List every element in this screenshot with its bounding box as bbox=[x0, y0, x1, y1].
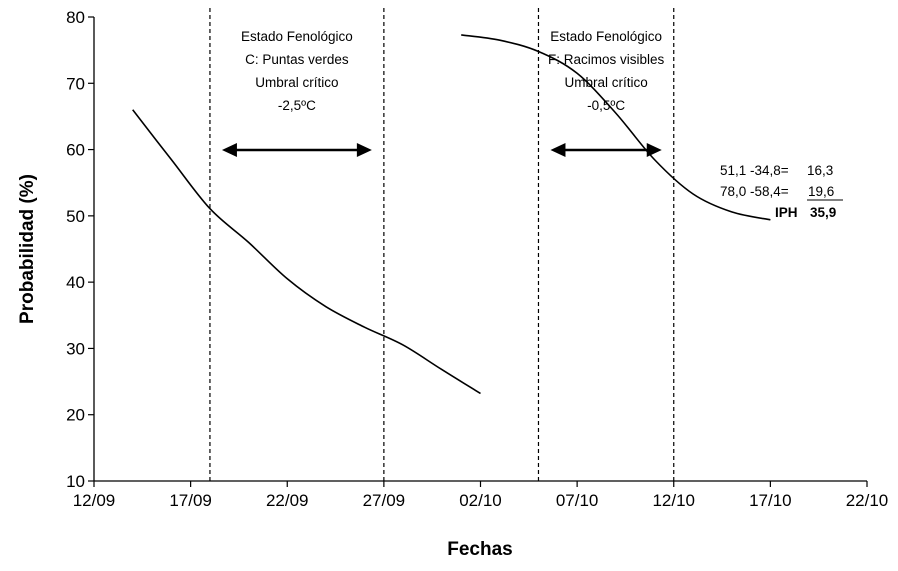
x-tick-label: 07/10 bbox=[556, 491, 599, 510]
period-2-label-line: Estado Fenológico bbox=[550, 29, 662, 44]
x-tick-label: 27/09 bbox=[363, 491, 406, 510]
iph-value: 35,9 bbox=[810, 205, 836, 220]
x-ticks: 12/09 17/09 22/09 27/09 02/10 07/10 12/10 17/10… bbox=[73, 481, 889, 510]
series-lines bbox=[132, 34, 771, 395]
period-1-label-line: Umbral crítico bbox=[255, 75, 338, 90]
period-2-label-line: -0,5ºC bbox=[587, 98, 625, 113]
calc-line2-expr: 78,0 -58,4= bbox=[720, 184, 789, 199]
y-tick-label: 60 bbox=[66, 141, 85, 160]
period-2-label-line: F: Racimos visibles bbox=[548, 52, 665, 67]
x-tick-label: 22/09 bbox=[266, 491, 309, 510]
y-tick-label: 10 bbox=[66, 472, 85, 491]
y-tick-label: 40 bbox=[66, 273, 85, 292]
x-tick-label: 12/10 bbox=[652, 491, 695, 510]
x-tick-label: 02/10 bbox=[459, 491, 502, 510]
period-2-label-line: Umbral crítico bbox=[564, 75, 647, 90]
period-annotations: Estado Fenológico C: Puntas verdes Umbral … bbox=[221, 29, 665, 157]
x-tick-label: 22/10 bbox=[846, 491, 889, 510]
y-tick-label: 70 bbox=[66, 74, 85, 93]
period-2-arrow-head-right bbox=[646, 143, 662, 157]
period-2-arrow-head-left bbox=[550, 143, 566, 157]
probability-line-segment-2 bbox=[461, 34, 771, 221]
period-1-label-line: Estado Fenológico bbox=[241, 29, 353, 44]
y-axis-title: Probabilidad (%) bbox=[17, 174, 38, 324]
iph-calculation: 51,1 -34,8= 16,3 78,0 -58,4= 19,6 IPH 35… bbox=[720, 163, 843, 220]
period-1-arrow-head-left bbox=[221, 143, 237, 157]
period-1-label-line: -2,5ºC bbox=[278, 98, 316, 113]
probability-line-segment-1 bbox=[132, 109, 481, 395]
phenology-markers bbox=[209, 8, 675, 481]
x-tick-label: 12/09 bbox=[73, 491, 116, 510]
period-1-arrow-head-right bbox=[356, 143, 372, 157]
iph-label: IPH bbox=[775, 205, 798, 220]
calc-line1-result: 16,3 bbox=[807, 163, 833, 178]
calc-line1-expr: 51,1 -34,8= bbox=[720, 163, 789, 178]
x-tick-label: 17/09 bbox=[169, 491, 212, 510]
y-ticks: 10 20 30 40 50 60 70 80 bbox=[66, 8, 94, 491]
y-tick-label: 80 bbox=[66, 8, 85, 27]
y-tick-label: 50 bbox=[66, 207, 85, 226]
calc-line2-result: 19,6 bbox=[808, 184, 834, 199]
y-tick-label: 20 bbox=[66, 406, 85, 425]
y-tick-label: 30 bbox=[66, 339, 85, 358]
x-tick-label: 17/10 bbox=[749, 491, 792, 510]
x-axis-title: Fechas bbox=[447, 539, 512, 560]
period-1-label-line: C: Puntas verdes bbox=[245, 52, 349, 67]
